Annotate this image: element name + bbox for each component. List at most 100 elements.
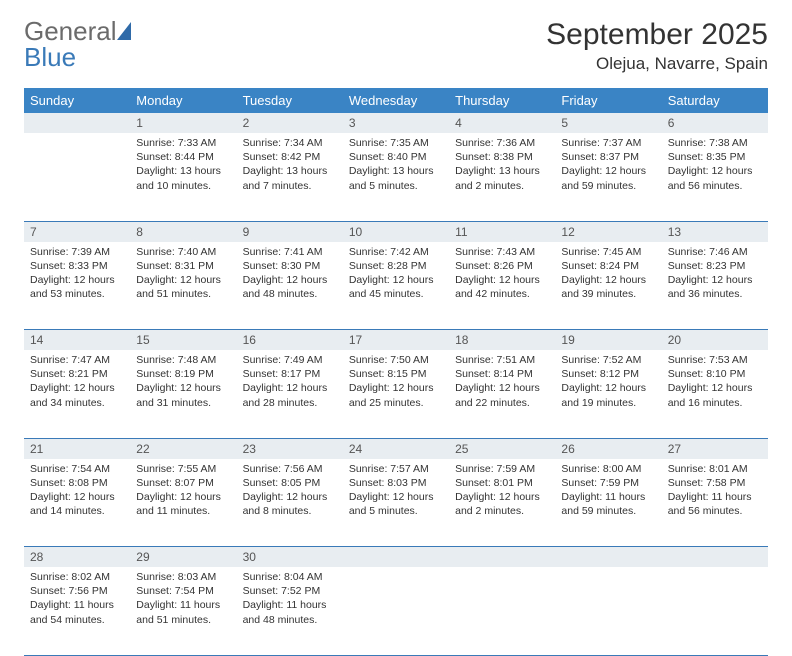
daylight-line: Daylight: 12 hours and 19 minutes. bbox=[561, 382, 646, 408]
day-content-cell: Sunrise: 7:50 AMSunset: 8:15 PMDaylight:… bbox=[343, 350, 449, 438]
month-title: September 2025 bbox=[546, 18, 768, 52]
day-number-cell: 29 bbox=[130, 547, 236, 568]
sunset-line: Sunset: 8:14 PM bbox=[455, 368, 533, 380]
daylight-line: Daylight: 13 hours and 10 minutes. bbox=[136, 165, 221, 191]
daylight-line: Daylight: 13 hours and 2 minutes. bbox=[455, 165, 540, 191]
day-number-row: 78910111213 bbox=[24, 221, 768, 242]
sunset-line: Sunset: 8:23 PM bbox=[668, 260, 746, 272]
sunset-line: Sunset: 8:19 PM bbox=[136, 368, 214, 380]
daylight-line: Daylight: 13 hours and 5 minutes. bbox=[349, 165, 434, 191]
day-details: Sunrise: 7:37 AMSunset: 8:37 PMDaylight:… bbox=[555, 133, 661, 199]
daylight-line: Daylight: 12 hours and 2 minutes. bbox=[455, 491, 540, 517]
logo: General Blue bbox=[24, 18, 131, 70]
day-number-cell bbox=[555, 547, 661, 568]
day-number-cell: 16 bbox=[237, 330, 343, 351]
day-number-cell bbox=[449, 547, 555, 568]
day-number-cell: 12 bbox=[555, 221, 661, 242]
day-details: Sunrise: 7:48 AMSunset: 8:19 PMDaylight:… bbox=[130, 350, 236, 416]
day-content-cell bbox=[662, 567, 768, 655]
sunrise-line: Sunrise: 7:40 AM bbox=[136, 246, 216, 258]
sunrise-line: Sunrise: 7:50 AM bbox=[349, 354, 429, 366]
daylight-line: Daylight: 12 hours and 53 minutes. bbox=[30, 274, 115, 300]
sunrise-line: Sunrise: 7:47 AM bbox=[30, 354, 110, 366]
day-number-cell: 10 bbox=[343, 221, 449, 242]
sunrise-line: Sunrise: 7:55 AM bbox=[136, 463, 216, 475]
sunrise-line: Sunrise: 8:04 AM bbox=[243, 571, 323, 583]
sunset-line: Sunset: 8:24 PM bbox=[561, 260, 639, 272]
sunrise-line: Sunrise: 7:46 AM bbox=[668, 246, 748, 258]
daylight-line: Daylight: 12 hours and 48 minutes. bbox=[243, 274, 328, 300]
daylight-line: Daylight: 13 hours and 7 minutes. bbox=[243, 165, 328, 191]
day-details: Sunrise: 7:43 AMSunset: 8:26 PMDaylight:… bbox=[449, 242, 555, 308]
day-details: Sunrise: 7:56 AMSunset: 8:05 PMDaylight:… bbox=[237, 459, 343, 525]
day-details: Sunrise: 7:34 AM Sunset: 8:42 PM Daylight:… bbox=[237, 133, 343, 199]
daylight-line: Daylight: 11 hours and 54 minutes. bbox=[30, 599, 114, 625]
day-details: Sunrise: 7:49 AMSunset: 8:17 PMDaylight:… bbox=[237, 350, 343, 416]
sunset-line: Sunset: 8:07 PM bbox=[136, 477, 214, 489]
day-content-cell: Sunrise: 7:47 AMSunset: 8:21 PMDaylight:… bbox=[24, 350, 130, 438]
day-content-cell: Sunrise: 8:03 AMSunset: 7:54 PMDaylight:… bbox=[130, 567, 236, 655]
day-content-cell: Sunrise: 7:57 AMSunset: 8:03 PMDaylight:… bbox=[343, 459, 449, 547]
sunrise-line: Sunrise: 7:43 AM bbox=[455, 246, 535, 258]
daylight-line: Daylight: 12 hours and 11 minutes. bbox=[136, 491, 221, 517]
day-content-cell bbox=[449, 567, 555, 655]
day-number-cell: 21 bbox=[24, 438, 130, 459]
day-content-cell: Sunrise: 8:04 AMSunset: 7:52 PMDaylight:… bbox=[237, 567, 343, 655]
sunset-line: Sunset: 8:10 PM bbox=[668, 368, 746, 380]
sunset-line: Sunset: 8:33 PM bbox=[30, 260, 108, 272]
daylight-line: Daylight: 11 hours and 48 minutes. bbox=[243, 599, 327, 625]
day-content-cell: Sunrise: 8:00 AMSunset: 7:59 PMDaylight:… bbox=[555, 459, 661, 547]
day-details: Sunrise: 7:53 AMSunset: 8:10 PMDaylight:… bbox=[662, 350, 768, 416]
day-content-cell: Sunrise: 7:35 AMSunset: 8:40 PMDaylight:… bbox=[343, 133, 449, 221]
sunrise-line: Sunrise: 7:39 AM bbox=[30, 246, 110, 258]
day-details: Sunrise: 7:50 AMSunset: 8:15 PMDaylight:… bbox=[343, 350, 449, 416]
sunset-line: Sunset: 8:40 PM bbox=[349, 151, 427, 163]
day-content-cell: Sunrise: 7:42 AMSunset: 8:28 PMDaylight:… bbox=[343, 242, 449, 330]
day-details: Sunrise: 7:55 AM Sunset: 8:07 PM Daylight:… bbox=[130, 459, 236, 525]
daylight-line: Daylight: 12 hours and 31 minutes. bbox=[136, 382, 221, 408]
logo-word2: Blue bbox=[24, 42, 76, 72]
day-details: Sunrise: 8:02 AMSunset: 7:56 PMDaylight:… bbox=[24, 567, 130, 633]
sunset-line: Sunset: 7:58 PM bbox=[668, 477, 746, 489]
day-content-cell: Sunrise: 7:53 AMSunset: 8:10 PMDaylight:… bbox=[662, 350, 768, 438]
day-details: Sunrise: 7:39 AM Sunset: 8:33 PM Daylight:… bbox=[24, 242, 130, 308]
sunset-line: Sunset: 7:56 PM bbox=[30, 585, 108, 597]
day-number-cell: 14 bbox=[24, 330, 130, 351]
sunrise-line: Sunrise: 7:33 AM bbox=[136, 137, 216, 149]
day-content-cell: Sunrise: 7:51 AMSunset: 8:14 PMDaylight:… bbox=[449, 350, 555, 438]
day-content-cell bbox=[555, 567, 661, 655]
sunset-line: Sunset: 8:15 PM bbox=[349, 368, 427, 380]
day-number-cell: 1 bbox=[130, 113, 236, 133]
day-number-cell: 9 bbox=[237, 221, 343, 242]
daylight-line: Daylight: 11 hours and 51 minutes. bbox=[136, 599, 220, 625]
day-content-cell: Sunrise: 7:46 AM Sunset: 8:23 PM Daylight:… bbox=[662, 242, 768, 330]
day-content-cell: Sunrise: 7:43 AMSunset: 8:26 PMDaylight:… bbox=[449, 242, 555, 330]
day-content-cell: Sunrise: 7:52 AMSunset: 8:12 PMDaylight:… bbox=[555, 350, 661, 438]
day-details: Sunrise: 8:00 AMSunset: 7:59 PMDaylight:… bbox=[555, 459, 661, 525]
day-number-cell: 5 bbox=[555, 113, 661, 133]
sunset-line: Sunset: 8:12 PM bbox=[561, 368, 639, 380]
header: General Blue September 2025 Olejua, Nava… bbox=[24, 18, 768, 74]
day-content-cell: Sunrise: 7:55 AM Sunset: 8:07 PM Daylight:… bbox=[130, 459, 236, 547]
day-number-cell bbox=[24, 113, 130, 133]
day-details: Sunrise: 7:42 AMSunset: 8:28 PMDaylight:… bbox=[343, 242, 449, 308]
weekday-header: Saturday bbox=[662, 88, 768, 113]
daylight-line: Daylight: 12 hours and 36 minutes. bbox=[668, 274, 753, 300]
day-details: Sunrise: 7:45 AMSunset: 8:24 PMDaylight:… bbox=[555, 242, 661, 308]
day-details: Sunrise: 7:38 AMSunset: 8:35 PMDaylight:… bbox=[662, 133, 768, 199]
sunrise-line: Sunrise: 7:49 AM bbox=[243, 354, 323, 366]
sunrise-line: Sunrise: 7:34 AM bbox=[243, 137, 323, 149]
weekday-header: Sunday bbox=[24, 88, 130, 113]
day-content-cell: Sunrise: 8:01 AMSunset: 7:58 PMDaylight:… bbox=[662, 459, 768, 547]
sunrise-line: Sunrise: 8:00 AM bbox=[561, 463, 641, 475]
day-details: Sunrise: 7:33 AMSunset: 8:44 PMDaylight:… bbox=[130, 133, 236, 199]
daylight-line: Daylight: 12 hours and 22 minutes. bbox=[455, 382, 540, 408]
sail-icon bbox=[117, 22, 131, 40]
weekday-header: Tuesday bbox=[237, 88, 343, 113]
sunset-line: Sunset: 8:42 PM bbox=[243, 151, 321, 163]
day-content-cell: Sunrise: 8:02 AMSunset: 7:56 PMDaylight:… bbox=[24, 567, 130, 655]
day-details: Sunrise: 7:36 AMSunset: 8:38 PMDaylight:… bbox=[449, 133, 555, 199]
weekday-header-row: SundayMondayTuesdayWednesdayThursdayFrid… bbox=[24, 88, 768, 113]
day-details: Sunrise: 8:01 AMSunset: 7:58 PMDaylight:… bbox=[662, 459, 768, 525]
sunrise-line: Sunrise: 7:54 AM bbox=[30, 463, 110, 475]
